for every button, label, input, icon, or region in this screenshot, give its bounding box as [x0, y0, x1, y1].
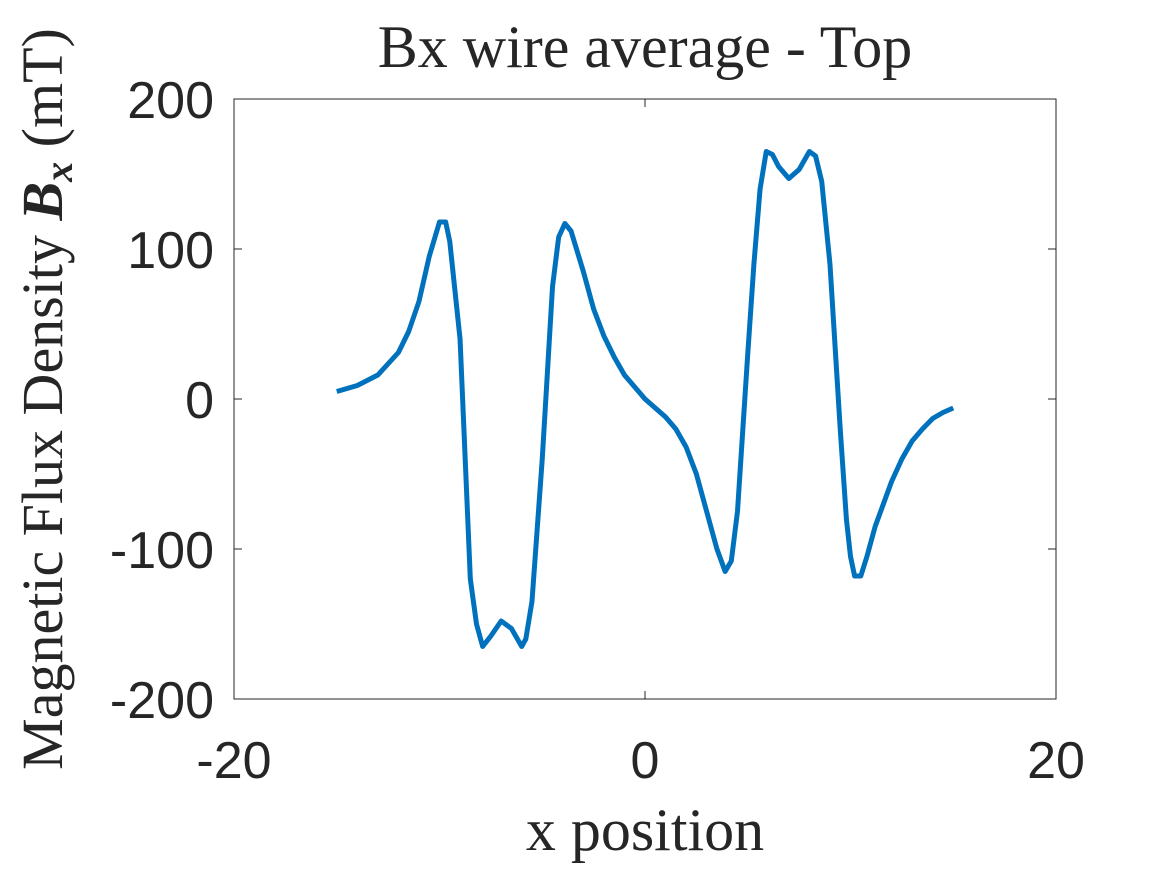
x-tick-label: 20: [1027, 732, 1085, 790]
x-tick-label: 0: [631, 732, 660, 790]
y-tick-label: 200: [127, 72, 214, 130]
y-label-unit: (mT): [10, 28, 75, 147]
y-label-text: Magnetic Flux Density: [10, 235, 75, 770]
y-axis-label: Magnetic Flux Density Bx (mT): [10, 28, 85, 770]
y-tick-label: 0: [185, 372, 214, 430]
x-tick-label: -20: [196, 732, 271, 790]
y-label-symbol: B: [10, 182, 75, 222]
data-line: [336, 149, 955, 649]
y-tick-label: -100: [110, 522, 214, 580]
y-label-subscript: x: [36, 162, 81, 183]
y-tick-label: 100: [127, 222, 214, 280]
chart-title: Bx wire average - Top: [378, 14, 913, 80]
x-axis-label: x position: [526, 797, 764, 863]
y-tick-label: -200: [110, 672, 214, 730]
